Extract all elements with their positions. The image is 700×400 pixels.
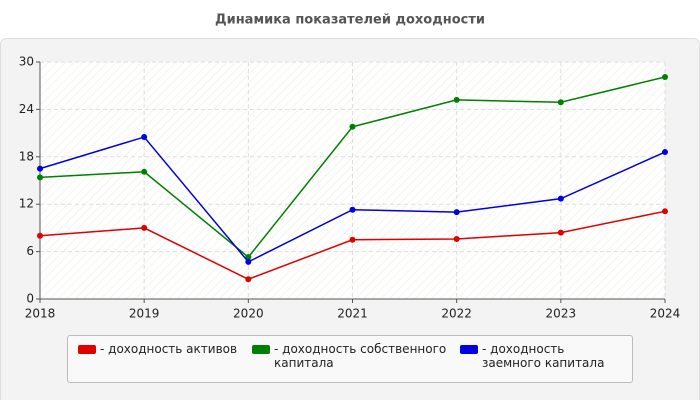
x-tick-label: 2018 [25, 307, 56, 321]
legend-item: - доходность собственного капитала [252, 342, 447, 370]
point [37, 174, 43, 181]
point [245, 258, 252, 265]
point [557, 99, 564, 106]
legend-label: - доходность активов [100, 342, 238, 356]
x-tick-label: 2019 [129, 307, 160, 321]
x-tick-label: 2024 [650, 307, 681, 321]
legend-item: - доходность активов [78, 342, 243, 356]
legend-item: - доходность заемного капитала [460, 342, 625, 370]
x-tick-label: 2022 [441, 307, 472, 321]
point [37, 165, 43, 172]
x-tick-label: 2020 [233, 307, 264, 321]
point [141, 224, 148, 231]
y-tick-label: 0 [26, 292, 34, 306]
legend: - доходность активов - доходность собстве… [67, 335, 633, 383]
point [245, 254, 252, 261]
x-tick-label: 2021 [337, 307, 368, 321]
point [349, 206, 356, 213]
point [141, 168, 148, 175]
y-tick-label: 18 [19, 149, 34, 163]
point [141, 134, 148, 141]
legend-swatch [78, 345, 96, 354]
point [662, 74, 668, 81]
point [557, 229, 564, 236]
point [453, 235, 460, 242]
legend-label: - доходность заемного капитала [482, 342, 605, 370]
legend-label: - доходность собственного капитала [274, 342, 447, 370]
y-tick-label: 12 [19, 197, 34, 211]
point [349, 236, 356, 243]
y-tick-label: 30 [19, 55, 34, 69]
y-tick-label: 6 [26, 244, 34, 258]
point [37, 232, 43, 239]
point [453, 96, 460, 103]
point [662, 208, 668, 215]
legend-swatch [460, 345, 478, 354]
y-tick-label: 24 [19, 102, 34, 116]
point [662, 149, 668, 156]
chart-title: Динамика показателей доходности [215, 13, 485, 28]
point [245, 276, 252, 283]
point [557, 195, 564, 202]
point [349, 123, 356, 130]
legend-swatch [252, 345, 270, 354]
point [453, 209, 460, 216]
x-tick-label: 2023 [546, 307, 577, 321]
